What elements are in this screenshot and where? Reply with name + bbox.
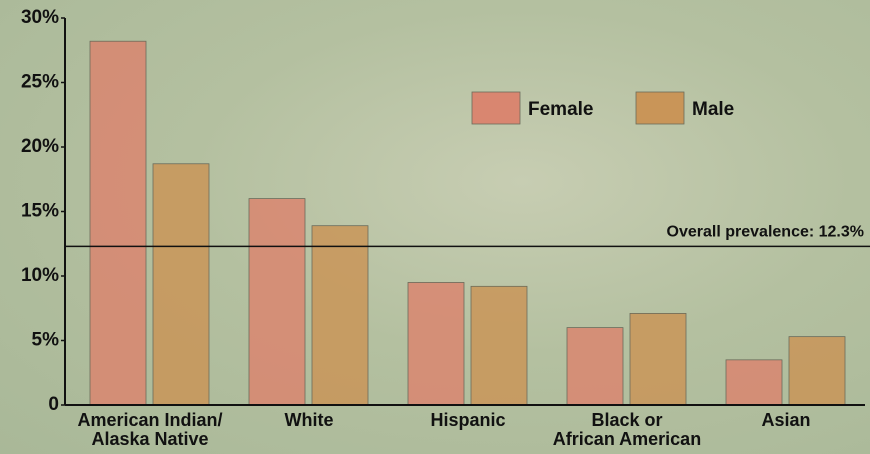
y-tick-label: 30% — [21, 7, 59, 28]
bar — [789, 337, 845, 405]
reference-label: Overall prevalence: 12.3% — [667, 224, 864, 241]
x-tick-label: Asian — [686, 411, 870, 430]
bar — [471, 286, 527, 405]
bar — [249, 199, 305, 405]
plot: 05%10%15%20%25%30%Overall prevalence: 12… — [0, 0, 870, 454]
bar — [630, 313, 686, 405]
chart: 05%10%15%20%25%30%Overall prevalence: 12… — [0, 0, 870, 454]
bar — [153, 164, 209, 405]
bar — [567, 328, 623, 405]
bar — [90, 41, 146, 405]
y-tick-label: 5% — [32, 330, 60, 351]
y-tick-label: 15% — [21, 201, 59, 222]
y-tick-label: 10% — [21, 265, 59, 286]
legend-swatch — [636, 92, 684, 124]
bar — [408, 282, 464, 405]
legend-swatch — [472, 92, 520, 124]
y-tick-label: 25% — [21, 72, 59, 93]
y-tick-label: 20% — [21, 136, 59, 157]
bar — [312, 226, 368, 405]
legend-label: Female — [528, 99, 593, 120]
bar — [726, 360, 782, 405]
legend-label: Male — [692, 99, 734, 120]
